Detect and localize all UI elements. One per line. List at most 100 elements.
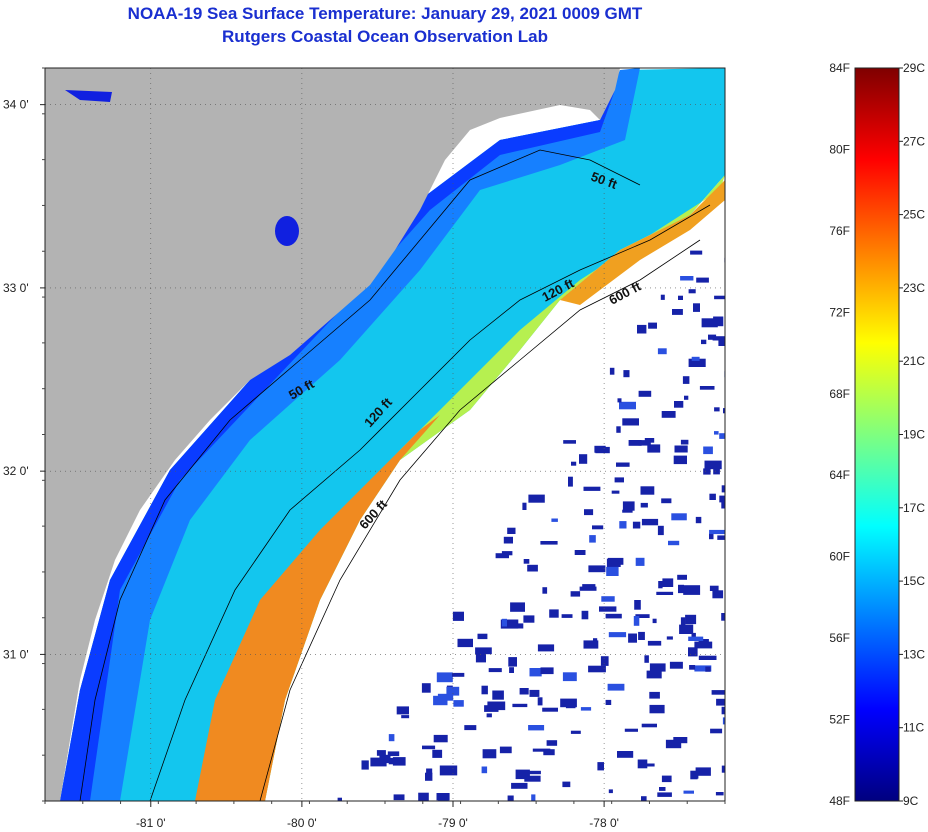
cold-pixel [361,760,369,770]
cold-pixel [543,749,555,756]
cold-pixel [685,614,697,625]
cold-pixel [432,749,443,758]
cold-pixel [721,485,725,493]
cold-pixel [647,640,662,646]
contour-50ft [79,149,641,801]
cold-pixel [714,295,725,300]
cold-pixel [510,602,525,612]
cold-pixel [486,713,492,718]
cold-pixel [619,401,636,410]
cold-pixel [641,796,647,801]
cold-pixel [488,668,502,673]
cold-pixel [532,748,551,752]
cold-pixel [658,581,663,589]
cold-pixel [599,606,617,612]
cold-pixel [708,334,717,340]
shelf-water [60,68,725,801]
cold-pixel [710,728,723,734]
cold-pixel [683,790,694,794]
cold-pixel [425,772,433,781]
cold-pixel [665,739,682,749]
cold-pixel [542,707,558,712]
lon-tick-label: -81 0' [136,816,166,830]
cold-pixel [711,690,725,695]
cold-pixel [647,444,661,453]
cold-pixel [606,566,619,576]
cold-pixel [709,529,725,535]
cold-pixel [481,766,488,774]
cold-pixel [337,797,342,801]
cold-pixel [674,401,684,408]
lake [275,216,299,246]
cold-pixel [529,668,542,677]
cold-pixel [611,490,620,494]
cold-pixel [609,367,615,375]
cold-pixel [388,734,395,742]
cold-pixel [678,295,683,300]
cold-pixel [723,408,725,414]
cold-pixel [694,665,712,672]
cold-pixel [481,685,488,695]
cold-pixel [422,745,436,750]
cold-pixel [709,585,719,591]
cold-pixel [452,672,465,677]
cold-pixel [570,730,581,734]
cold-pixel [688,647,698,657]
colorbar-celsius-label: 23C [903,281,925,295]
cold-pixel [635,557,645,566]
cold-pixel [682,376,690,384]
cold-pixel [495,553,509,559]
cold-pixel [482,749,497,759]
cold-pixel [641,518,659,526]
cold-pixel [418,792,429,801]
cold-pixel [657,792,672,797]
colorbar-fahrenheit-label: 64F [829,468,850,482]
cold-pixel [528,494,545,503]
colorbar-fahrenheit-label: 60F [829,550,850,564]
cold-pixel [475,647,492,655]
cold-pixel [652,618,657,624]
cold-pixel [515,769,530,780]
cold-pixel [661,775,672,783]
cold-pixel [527,564,538,572]
colorbar-fahrenheit-label: 72F [829,305,850,319]
cold-pixel [704,460,722,470]
cold-pixel [589,535,596,543]
cold-pixel [690,770,698,780]
cold-pixel [688,358,706,367]
nearshore-cold-water [60,68,640,801]
lon-tick-label: -79 0' [438,816,468,830]
lat-tick-label: 34 0' [3,98,29,112]
cold-pixel [503,536,513,544]
cold-pixel [717,535,725,540]
cold-pixel [388,757,394,765]
cold-pixel [540,541,558,545]
cold-pixel [695,516,702,524]
cold-pixel [501,618,507,627]
cold-pixel [433,734,448,743]
colorbar-celsius-label: 9C [903,794,919,808]
cold-pixel [605,613,622,619]
cold-pixel [436,672,453,683]
cold-pixel [638,390,652,397]
cold-pixel [684,395,689,400]
cold-pixel [635,614,650,618]
cold-pixel [656,591,674,595]
lon-tick-label: -80 0' [287,816,317,830]
cold-pixel [528,725,545,731]
cold-pixel [715,792,724,796]
cold-pixel [616,462,630,467]
cold-pixel [584,509,594,516]
colorbar [854,67,900,802]
cold-pixel [623,370,630,378]
cold-pixel [680,617,686,626]
cold-pixel [376,750,386,756]
cold-pixel [646,670,662,679]
colorbar-fahrenheit-label: 68F [829,387,850,401]
cold-pixel [691,632,696,640]
cold-pixel [660,294,665,300]
cold-pixel [693,303,700,312]
lat-tick-label: 31 0' [3,647,29,661]
cold-pixel [721,501,725,509]
